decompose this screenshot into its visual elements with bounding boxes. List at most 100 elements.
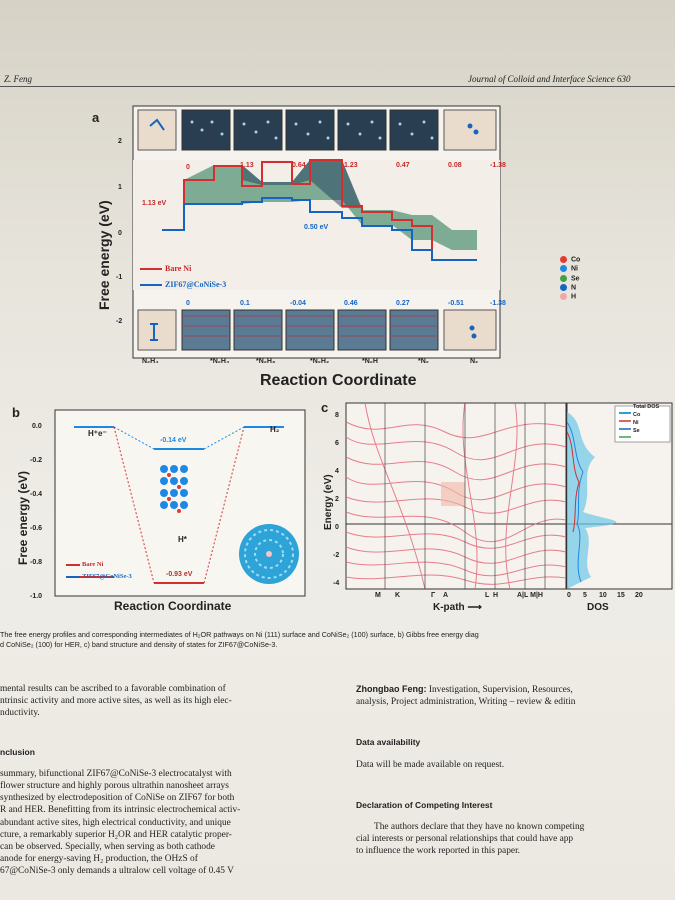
credit-line: analysis, Project administration, Writin… [356,697,576,708]
panel-a-structure-molecule [443,109,497,151]
atom-legend: Co Ni Se N H [560,256,580,303]
panel-a-xtick: *N₂ [418,358,429,365]
panel-b-red-value: -0.93 eV [166,571,193,578]
body-line: flower structure and highly porous ultra… [0,781,229,792]
panel-a-structure-ni [285,109,335,151]
panel-b-ytick: -0.6 [30,525,43,532]
panel-a-ytick: 0 [118,230,122,237]
panel-b-xlabel: Reaction Coordinate [114,599,232,613]
panel-c-ktick: Γ [431,592,436,599]
panel-a-zif-step: -0.51 [448,300,464,307]
panel-c-ylabel: Energy (eV) [323,474,334,530]
panel-b-ytick: -0.2 [30,457,43,464]
running-header-author: Z. Feng [4,74,32,84]
panel-b-cluster-se [167,473,181,513]
body-line: can be observed. Specially, when serving… [0,842,215,853]
body-line: anode for energy-saving H₂ production, t… [0,854,198,865]
panel-a-xtick: *N₂H₄ [210,358,230,365]
body-line: The authors declare that they have no kn… [374,822,585,833]
panel-a-red-pathway [162,159,477,261]
figure-panel-a: a Free energy (eV) 2 1 0 -1 -2 [92,100,506,400]
panel-b-plot [54,409,306,597]
section-heading-conclusion: nclusion [0,746,35,757]
panel-c-legend-total: Total DOS [633,404,660,410]
body-line: 67@CoNiSe-3 only demands a ultralow cell… [0,866,234,877]
panel-a-ytick: 2 [118,138,122,145]
panel-a-ytick: -1 [116,274,123,281]
panel-b-left-label: H⁺e⁻ [88,429,107,438]
panel-a-ni-barrier: 1.13 eV [142,200,167,207]
body-line: to influence the work reported in this p… [356,846,521,857]
body-line: synthesized by electrodeposition of CoNi… [0,793,235,804]
panel-a-ytick: 1 [118,184,122,191]
panel-c-ktick: L [485,592,490,599]
panel-b-legend-bare-ni: Bare Ni [66,561,103,568]
body-line: nductivity. [0,708,40,719]
panel-a-structure-molecule [137,109,177,151]
header-rule [0,86,675,87]
panel-a-xtick: N₂H₄ [142,358,159,365]
panel-c-dos-tick: 5 [583,592,587,599]
panel-c-legend-ni: Ni [633,420,639,426]
legend-swatch-red [66,563,80,566]
body-line: R and HER. Benefitting from its intrinsi… [0,805,241,816]
body-line: summary, bifunctional ZIF67@CoNiSe-3 ele… [0,768,232,779]
figure-panel-b: b Free energy (eV) 0.0 -0.2 -0.4 -0.6 -0… [10,405,310,620]
panel-c-co-dos [566,421,584,583]
panel-a-xtick: N₂ [470,358,479,365]
figure-caption: The free energy profiles and correspondi… [0,630,675,650]
panel-b-cluster-structure [160,465,188,509]
running-header-journal: Journal of Colloid and Interface Science… [468,74,631,84]
panel-a-structure-conise [337,309,387,351]
panel-a-zif-step: -0.04 [290,300,306,307]
panel-a-zif-barrier: 0.50 eV [304,224,329,231]
panel-c-ktick: K [395,592,401,599]
panel-c-legend-co: Co [633,412,641,418]
panel-c-dos-label: DOS [587,602,609,613]
panel-a-structure-ni [389,109,439,151]
right-column: Zhongbao Feng: Investigation, Supervisio… [356,683,675,858]
panel-c-ytick: 6 [335,440,339,447]
panel-b-red-connector [203,426,245,584]
body-line: ntrinsic activity and more active sites,… [0,696,232,707]
panel-c-ytick: 2 [335,496,339,503]
panel-a-zif-step: 0.1 [240,300,250,307]
panel-a-ytick: -2 [116,318,123,325]
figure-panel-c: c Energy (eV) 8 6 4 2 0 -2 -4 [315,400,675,620]
panel-a-ni-step: 1.23 [344,162,358,169]
panel-a-legend-bare-ni: Bare Ni [140,264,191,273]
atom-legend-item: N [560,284,580,291]
panel-a-xlabel: Reaction Coordinate [260,372,417,389]
panel-b-blue-value: -0.14 eV [160,437,187,444]
panel-a-zif-step: 0.27 [396,300,410,307]
panel-a-ni-step: 0 [186,164,190,171]
panel-a-structure-conise [389,309,439,351]
panel-a-ni-step: -1.38 [490,162,506,169]
atom-dot [560,293,567,301]
panel-c-legend-se: Se [633,428,640,434]
panel-b-ytick: -0.4 [30,491,43,498]
panel-b-right-label: H₂ [270,425,280,434]
atom-dot [560,256,567,263]
panel-a-structure-conise [181,309,231,351]
legend-swatch-blue [66,575,80,578]
panel-a-structure-conise [233,309,283,351]
body-line: Data will be made available on request. [356,759,505,770]
body-line: mental results can be ascribed to a favo… [0,684,226,694]
panel-a-structure-ni [181,109,231,151]
atom-dot [560,274,567,282]
panel-a-structure-conise [285,309,335,351]
panel-b-red-connector [113,426,155,584]
panel-a-legend-zif: ZIF67@CoNiSe-3 [140,280,226,289]
panel-a-structure-molecule [443,309,497,351]
panel-c-ytick: 8 [335,412,339,419]
panel-a-zif-step: 0.46 [344,300,358,307]
panel-a-ni-step: 0.47 [396,162,410,169]
panel-a-zif-step: -1.38 [490,300,506,307]
atom-legend-item: Ni [560,265,580,273]
panel-b-ylabel: Free energy (eV) [16,470,30,565]
panel-c-ytick: -4 [333,580,340,587]
caption-line: d CoNiSe₂ (100) for HER, c) band structu… [0,640,278,649]
panel-b-ytick: -1.0 [30,593,43,600]
panel-a-dark-region [242,160,362,208]
